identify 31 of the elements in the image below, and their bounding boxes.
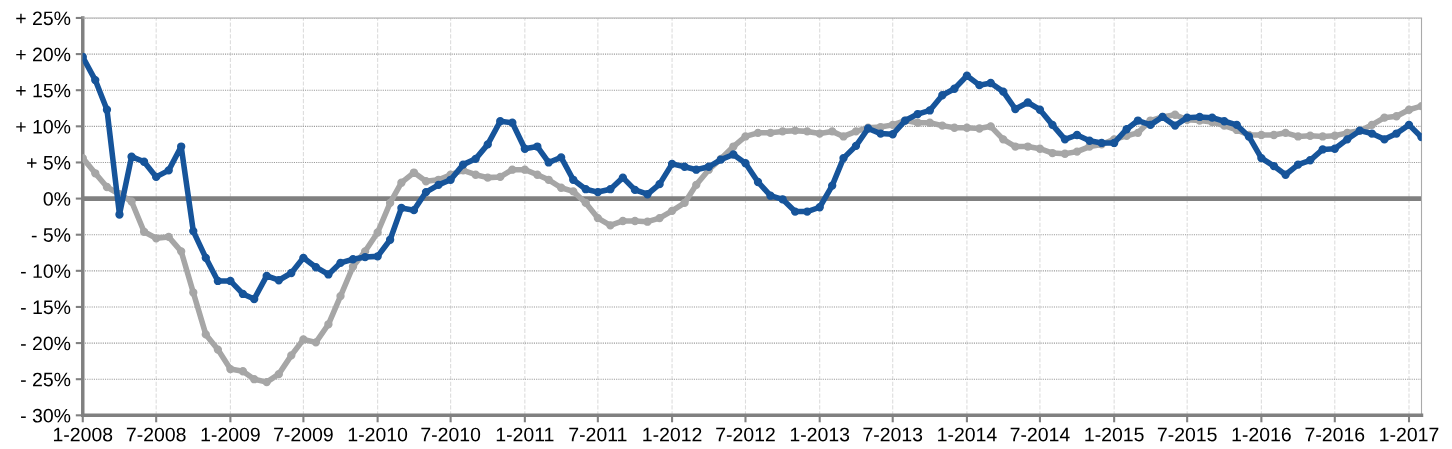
x-tick-label: 1-2012 bbox=[643, 427, 702, 442]
x-tick-label: 1-2013 bbox=[790, 427, 850, 442]
x-tick-label: 7-2016 bbox=[1305, 427, 1365, 442]
y-tick-label: - 10% bbox=[21, 264, 71, 279]
x-tick-label: 1-2014 bbox=[938, 427, 997, 442]
x-tick-label: 7-2010 bbox=[421, 427, 481, 442]
x-tick-label: 1-2017 bbox=[1380, 427, 1439, 442]
y-tick-label: - 15% bbox=[21, 300, 71, 315]
y-tick-label: - 5% bbox=[31, 228, 71, 242]
x-tick-label: 7-2009 bbox=[274, 427, 333, 442]
x-tick-label: 7-2012 bbox=[716, 427, 775, 442]
x-tick-label: 7-2013 bbox=[863, 427, 923, 442]
y-tick-label: + 15% bbox=[16, 83, 71, 98]
x-tick-label: 7-2014 bbox=[1010, 427, 1070, 442]
x-tick-label: 7-2011 bbox=[569, 427, 627, 442]
y-tick-label: + 5% bbox=[27, 156, 71, 170]
y-tick-label: + 10% bbox=[16, 119, 71, 134]
y-tick-label: - 25% bbox=[21, 372, 71, 387]
x-tick-label: 7-2015 bbox=[1157, 427, 1217, 442]
x-tick-label: 1-2008 bbox=[53, 427, 113, 442]
x-tick-label: 1-2016 bbox=[1232, 427, 1291, 442]
y-tick-label: - 30% bbox=[21, 408, 71, 423]
y-tick-label: - 20% bbox=[21, 336, 71, 351]
y-tick-label: 0% bbox=[43, 192, 71, 206]
y-tick-label: + 25% bbox=[16, 11, 71, 26]
x-tick-label: 1-2015 bbox=[1085, 427, 1144, 442]
x-tick-label: 1-2010 bbox=[348, 427, 408, 442]
x-tick-label: 7-2008 bbox=[126, 427, 186, 442]
x-tick-label: 1-2009 bbox=[201, 427, 260, 442]
y-tick-label: + 20% bbox=[16, 47, 71, 62]
x-tick-label: 1-2011 bbox=[496, 427, 554, 442]
